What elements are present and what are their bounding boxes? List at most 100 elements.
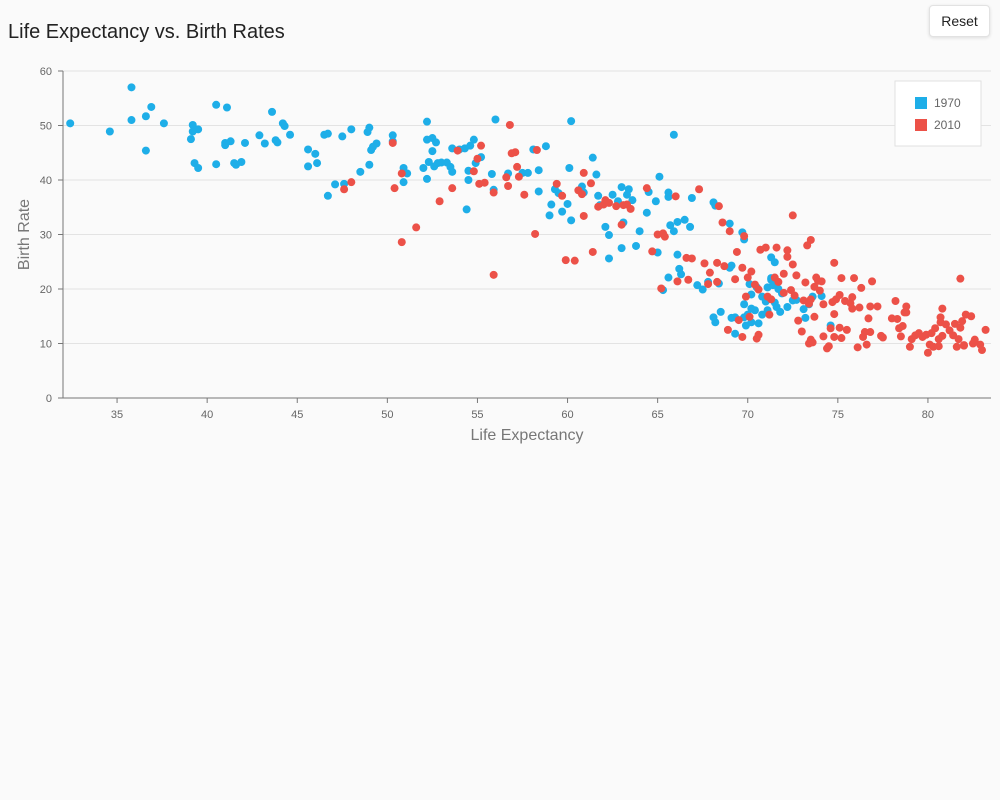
point-2010[interactable]: [842, 325, 851, 334]
point-1970[interactable]: [464, 176, 473, 184]
point-2010[interactable]: [837, 334, 846, 343]
point-2010[interactable]: [806, 235, 815, 244]
point-2010[interactable]: [604, 198, 613, 207]
point-1970[interactable]: [669, 227, 678, 236]
point-2010[interactable]: [713, 258, 722, 267]
point-2010[interactable]: [347, 178, 356, 187]
point-2010[interactable]: [893, 314, 902, 323]
point-1970[interactable]: [323, 191, 332, 200]
point-1970[interactable]: [588, 153, 597, 162]
point-2010[interactable]: [792, 271, 801, 280]
point-1970[interactable]: [159, 119, 168, 128]
point-2010[interactable]: [959, 341, 968, 350]
point-1970[interactable]: [541, 142, 550, 151]
point-2010[interactable]: [740, 232, 749, 241]
point-2010[interactable]: [723, 325, 732, 334]
point-2010[interactable]: [473, 154, 482, 163]
point-2010[interactable]: [967, 312, 976, 321]
point-2010[interactable]: [657, 284, 666, 293]
point-1970[interactable]: [601, 222, 610, 231]
point-1970[interactable]: [655, 172, 664, 181]
point-2010[interactable]: [817, 277, 826, 286]
point-2010[interactable]: [956, 274, 965, 283]
point-2010[interactable]: [738, 263, 747, 272]
point-2010[interactable]: [397, 238, 406, 247]
point-2010[interactable]: [774, 277, 783, 286]
point-1970[interactable]: [347, 125, 356, 134]
point-2010[interactable]: [936, 313, 945, 322]
point-2010[interactable]: [853, 343, 862, 352]
point-2010[interactable]: [837, 274, 846, 283]
point-2010[interactable]: [514, 172, 523, 181]
point-1970[interactable]: [237, 158, 246, 167]
point-2010[interactable]: [866, 328, 875, 337]
point-2010[interactable]: [648, 247, 657, 256]
point-1970[interactable]: [127, 83, 136, 92]
legend-swatch-2010[interactable]: [915, 119, 927, 131]
point-1970[interactable]: [273, 138, 282, 147]
point-2010[interactable]: [848, 293, 857, 302]
point-1970[interactable]: [565, 164, 574, 173]
point-2010[interactable]: [340, 185, 349, 194]
point-1970[interactable]: [260, 139, 269, 148]
point-2010[interactable]: [868, 277, 877, 286]
point-1970[interactable]: [664, 273, 673, 282]
point-2010[interactable]: [684, 275, 693, 284]
point-1970[interactable]: [608, 190, 617, 199]
point-2010[interactable]: [453, 146, 462, 155]
point-1970[interactable]: [799, 305, 808, 314]
point-2010[interactable]: [397, 169, 406, 178]
point-2010[interactable]: [873, 302, 882, 311]
point-1970[interactable]: [770, 258, 779, 267]
point-2010[interactable]: [891, 296, 900, 305]
point-1970[interactable]: [448, 167, 457, 176]
point-2010[interactable]: [435, 197, 444, 206]
point-1970[interactable]: [331, 180, 340, 189]
point-2010[interactable]: [801, 278, 810, 287]
point-1970[interactable]: [141, 146, 150, 155]
point-2010[interactable]: [390, 184, 399, 193]
point-1970[interactable]: [632, 241, 641, 250]
point-2010[interactable]: [765, 310, 774, 319]
legend-swatch-1970[interactable]: [915, 97, 927, 109]
point-2010[interactable]: [954, 335, 963, 344]
point-2010[interactable]: [448, 184, 457, 193]
point-2010[interactable]: [938, 304, 947, 313]
point-2010[interactable]: [835, 290, 844, 299]
point-2010[interactable]: [747, 267, 756, 276]
point-2010[interactable]: [862, 340, 871, 349]
reset-button[interactable]: Reset: [929, 5, 990, 37]
point-1970[interactable]: [604, 231, 613, 240]
point-2010[interactable]: [754, 330, 763, 339]
point-2010[interactable]: [905, 342, 914, 351]
point-1970[interactable]: [127, 116, 136, 125]
point-2010[interactable]: [830, 332, 839, 341]
point-1970[interactable]: [388, 131, 397, 140]
point-2010[interactable]: [745, 312, 754, 321]
point-1970[interactable]: [419, 164, 428, 173]
point-1970[interactable]: [666, 221, 675, 230]
point-1970[interactable]: [547, 200, 556, 209]
point-1970[interactable]: [750, 306, 759, 315]
point-2010[interactable]: [848, 304, 857, 313]
point-2010[interactable]: [570, 256, 579, 265]
point-2010[interactable]: [489, 188, 498, 197]
point-1970[interactable]: [365, 123, 374, 132]
point-1970[interactable]: [487, 170, 496, 179]
point-2010[interactable]: [830, 310, 839, 319]
point-2010[interactable]: [970, 335, 979, 344]
point-1970[interactable]: [567, 117, 576, 126]
point-2010[interactable]: [505, 120, 514, 129]
point-1970[interactable]: [558, 207, 567, 216]
point-2010[interactable]: [626, 204, 635, 213]
point-2010[interactable]: [779, 269, 788, 278]
point-1970[interactable]: [758, 310, 767, 319]
point-1970[interactable]: [462, 205, 471, 214]
point-1970[interactable]: [286, 130, 295, 139]
point-2010[interactable]: [806, 295, 815, 304]
legend-label-2010[interactable]: 2010: [934, 118, 961, 132]
point-2010[interactable]: [704, 280, 713, 289]
point-2010[interactable]: [743, 273, 752, 282]
point-1970[interactable]: [194, 125, 203, 134]
point-1970[interactable]: [222, 103, 231, 112]
